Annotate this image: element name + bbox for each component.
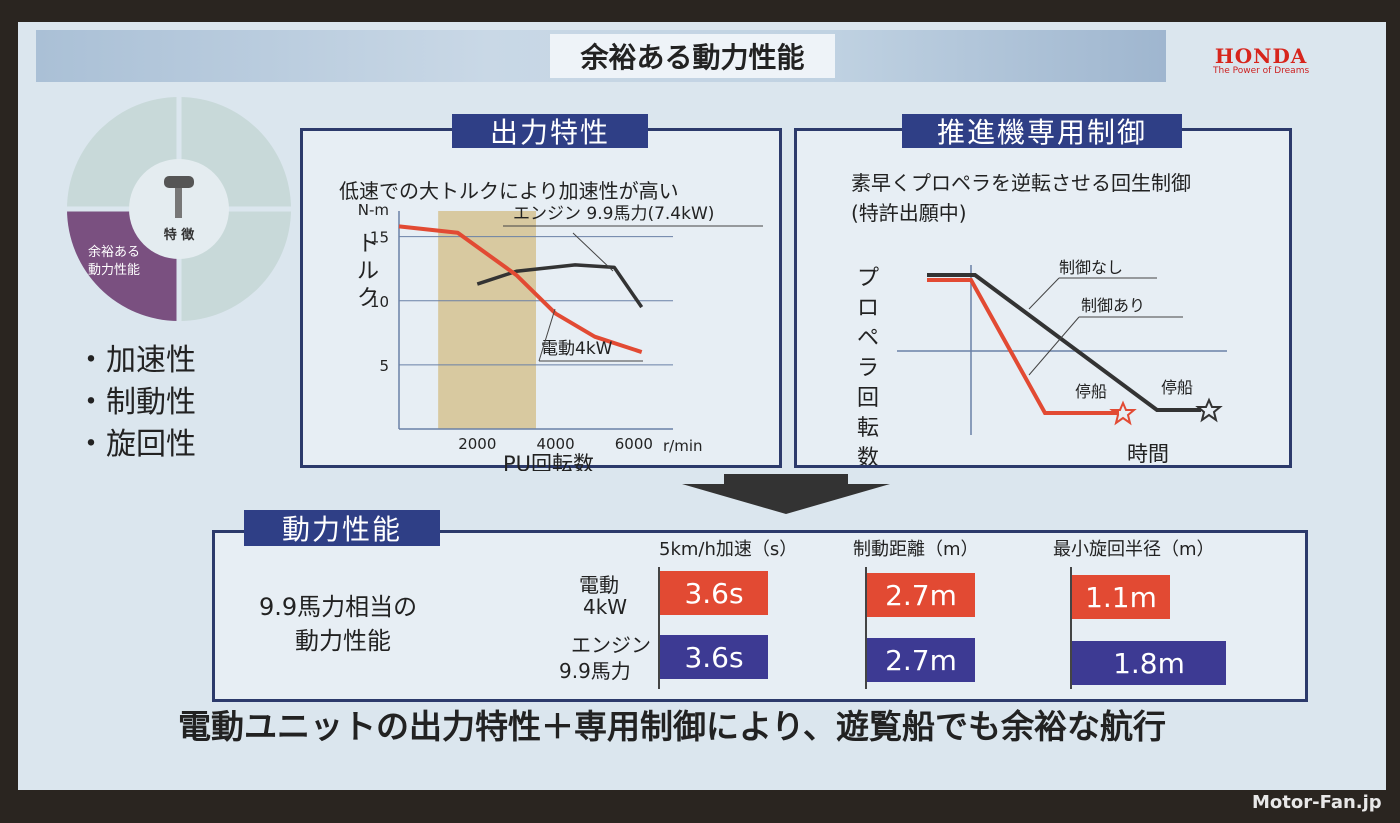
pie-center-label: 特 徴 (164, 227, 196, 243)
y-axis-label: トルク (357, 232, 379, 311)
stop-star-with-control (1109, 400, 1137, 426)
value-electric-acceleration: 3.6s (660, 571, 768, 615)
control-y-label: プ ロ ペ ラ 回 転 数 (857, 266, 886, 465)
slide-title: 余裕ある動力性能 (550, 34, 835, 78)
output-panel-title: 出力特性 (452, 114, 648, 149)
outboard-motor-icon (164, 176, 194, 218)
control-chart: 制御なし 制御あり 停船 停船 時間 プ ロ ペ ラ 回 転 数 (857, 258, 1227, 465)
feature-pie: 特 徴 余裕ある 動力性能 (67, 97, 291, 321)
stop-label-no: 停船 (1161, 378, 1193, 397)
output-subtitle: 低速での大トルクにより加速性が高い (339, 179, 679, 203)
y-tick-label: 15 (370, 229, 389, 247)
pie-highlight-label-1: 余裕ある (88, 244, 140, 260)
y-tick-label: 10 (370, 293, 389, 311)
torque-chart: 5 10 15 2000 4000 6000 N-m r/min PU回転数 エンジン 9.9馬力… (357, 201, 763, 471)
electric-label-leader (538, 308, 556, 362)
column-divider-3 (1070, 567, 1072, 689)
control-y-char-7: 数 (857, 446, 879, 465)
engine-series-label: エンジン 9.9馬力(7.4kW) (513, 204, 714, 224)
honda-logo: HONDA The Power of Dreams (1213, 44, 1309, 76)
header-acceleration: 5km/h加速（s） (659, 539, 798, 560)
control-subtitle-1: 素早くプロペラを逆転させる回生制御 (851, 171, 1191, 195)
x-tick-label: 6000 (615, 435, 653, 453)
performance-desc-2: 動力性能 (295, 627, 391, 655)
brand-name: HONDA (1214, 44, 1308, 68)
no-control-label: 制御なし (1059, 258, 1123, 277)
no-control-line (927, 273, 1201, 412)
with-control-line (927, 278, 1119, 415)
row-label-electric-1: 電動 (579, 573, 619, 597)
pie-highlight-label-2: 動力性能 (88, 263, 140, 278)
bottom-message: 電動ユニットの出力特性＋専用制御により、遊覧船でも余裕な航行 (178, 707, 1167, 746)
x-tick-label: 4000 (536, 435, 574, 453)
control-y-char-1: プ (857, 266, 879, 291)
with-control-label: 制御あり (1081, 296, 1145, 315)
column-divider-2 (865, 567, 867, 689)
stop-star-no-control (1195, 397, 1223, 423)
value-electric-turning: 1.1m (1072, 575, 1170, 619)
value-engine-braking: 2.7m (867, 638, 975, 682)
value-engine-turning: 1.8m (1072, 641, 1226, 685)
performance-panel: 9.9馬力相当の 動力性能 5km/h加速（s） 制動距離（m） 最小旋回半径（… (212, 530, 1308, 702)
row-label-electric-2: 4kW (583, 595, 628, 619)
x-unit-label: r/min (663, 437, 703, 455)
control-panel: 素早くプロペラを逆転させる回生制御 (特許出願中) 制御なし 制御あり 停船 停… (794, 128, 1292, 468)
performance-desc-1: 9.9馬力相当の (259, 593, 418, 621)
control-x-label: 時間 (1127, 442, 1169, 465)
slide: 余裕ある動力性能 HONDA The Power of Dreams 特 徴 余… (18, 22, 1386, 790)
control-y-char-2: ロ (857, 296, 879, 321)
output-panel: 低速での大トルクにより加速性が高い 5 10 15 2000 4000 6000 N-m r/… (300, 128, 782, 471)
stop-label-with: 停船 (1075, 382, 1107, 401)
control-y-char-6: 転 (857, 416, 879, 441)
down-arrow-icon (682, 474, 890, 514)
row-label-engine-2: 9.9馬力 (559, 659, 631, 683)
row-label-engine-1: エンジン (571, 633, 651, 657)
control-y-char-3: ペ (857, 326, 879, 351)
x-tick-label: 2000 (458, 435, 496, 453)
y-axis-label-char: ク (357, 286, 379, 311)
electric-torque-line (398, 224, 643, 354)
brand-tagline: The Power of Dreams (1213, 66, 1310, 76)
y-unit-label: N-m (358, 201, 389, 219)
feature-item-acceleration: ・加速性 (76, 343, 196, 378)
y-axis-label-char: ト (357, 232, 379, 257)
performance-panel-title: 動力性能 (244, 510, 440, 546)
x-axis-label: PU回転数 (503, 452, 594, 471)
feature-list: ・加速性 ・制動性 ・旋回性 (76, 340, 196, 466)
y-axis-label-char: ル (357, 259, 379, 284)
feature-item-braking: ・制動性 (76, 385, 196, 420)
column-divider-1 (658, 567, 660, 689)
watermark: Motor-Fan.jp (1252, 792, 1382, 813)
control-panel-title: 推進機専用制御 (902, 114, 1182, 149)
feature-item-turning: ・旋回性 (76, 427, 196, 462)
value-electric-braking: 2.7m (867, 573, 975, 617)
electric-series-label: 電動4kW (541, 339, 613, 359)
low-speed-highlight (438, 211, 536, 429)
value-engine-acceleration: 3.6s (660, 635, 768, 679)
control-y-char-5: 回 (857, 386, 879, 411)
header-turning: 最小旋回半径（m） (1053, 539, 1215, 560)
engine-torque-line (476, 263, 644, 309)
control-subtitle-2: (特許出願中) (851, 201, 967, 225)
header-braking: 制動距離（m） (853, 539, 979, 560)
control-y-char-4: ラ (857, 356, 879, 381)
engine-label-leader (572, 232, 614, 272)
y-tick-label: 5 (379, 357, 389, 375)
